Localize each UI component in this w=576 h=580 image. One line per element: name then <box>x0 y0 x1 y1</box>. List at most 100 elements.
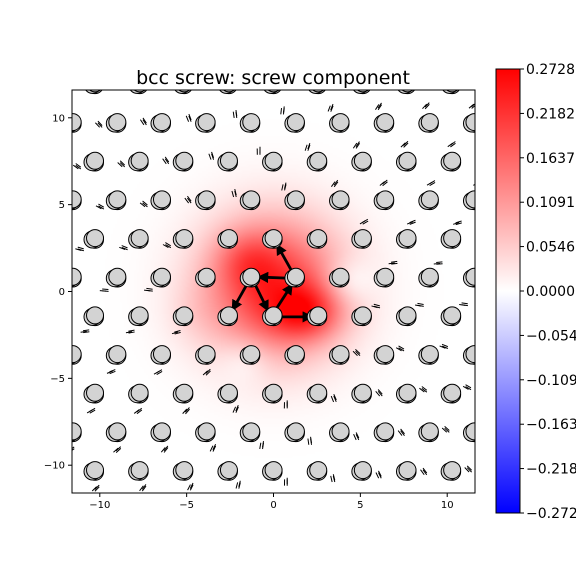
displacement-tick <box>476 181 482 184</box>
atom <box>198 191 215 208</box>
atom <box>354 152 371 169</box>
atom <box>64 346 81 363</box>
atom <box>109 346 126 363</box>
displacement-tick <box>64 371 70 373</box>
atom <box>421 423 438 440</box>
atom <box>466 346 483 363</box>
atom <box>243 268 260 285</box>
atom <box>332 114 349 131</box>
displacement-tick <box>398 511 401 517</box>
x-tick-label: −5 <box>179 500 194 511</box>
atom <box>444 384 461 401</box>
atom <box>330 502 347 519</box>
atom <box>466 268 483 285</box>
atom <box>198 423 215 440</box>
y-tick-label: −10 <box>44 461 65 472</box>
atom <box>466 114 483 131</box>
atom <box>109 500 126 517</box>
displacement-tick <box>76 84 80 89</box>
atom <box>243 346 260 363</box>
colorbar-tick-label: 0.2182 <box>526 106 575 122</box>
displacement-tick <box>100 291 106 292</box>
atom <box>220 462 237 479</box>
atom <box>377 500 394 517</box>
atom <box>131 384 148 401</box>
atom <box>265 152 282 169</box>
atom <box>64 500 81 517</box>
displacement-tick <box>444 65 448 70</box>
colorbar-tick-label: −0.2728 <box>526 506 576 522</box>
atom <box>131 462 148 479</box>
atom <box>377 114 394 131</box>
atom <box>243 191 260 208</box>
atom <box>287 114 304 131</box>
atom <box>265 384 282 401</box>
displacement-tick <box>476 183 482 186</box>
atom <box>354 230 371 247</box>
atom <box>176 307 193 324</box>
atom <box>399 462 416 479</box>
displacement-tick <box>489 425 494 429</box>
displacement-tick <box>53 125 58 129</box>
atom <box>444 75 461 92</box>
atom <box>62 502 79 519</box>
atom <box>332 423 349 440</box>
atom <box>87 75 104 92</box>
atom <box>310 307 327 324</box>
atom <box>332 346 349 363</box>
atom <box>176 230 193 247</box>
displacement-tick <box>52 208 58 211</box>
atom <box>198 268 215 285</box>
atom <box>87 230 104 247</box>
displacement-tick <box>67 448 72 452</box>
y-tick-label: 5 <box>59 200 65 211</box>
displacement-tick <box>447 66 451 71</box>
atom <box>287 268 304 285</box>
atom <box>87 152 104 169</box>
displacement-tick <box>120 523 124 528</box>
atom <box>220 152 237 169</box>
displacement-tick <box>308 517 309 523</box>
atom <box>240 502 257 519</box>
atom <box>399 384 416 401</box>
x-tick-label: −10 <box>89 500 110 511</box>
displacement-tick <box>165 523 168 529</box>
displacement-tick <box>483 345 489 347</box>
atom <box>109 423 126 440</box>
colorbar-tick-label: −0.0546 <box>526 328 576 344</box>
atom <box>354 384 371 401</box>
atom <box>421 346 438 363</box>
atom <box>444 152 461 169</box>
atom <box>466 191 483 208</box>
atom <box>64 191 81 208</box>
displacement-tick <box>73 524 77 529</box>
atom <box>87 462 104 479</box>
displacement-tick <box>356 512 358 518</box>
colorbar-tick-label: 0.2728 <box>526 62 575 78</box>
heatmap <box>72 90 475 493</box>
displacement-tick <box>261 519 262 525</box>
displacement-tick <box>168 522 171 528</box>
colorbar-tick-label: 0.1637 <box>526 151 575 167</box>
atom <box>374 502 391 519</box>
atom <box>332 500 349 517</box>
atom <box>421 191 438 208</box>
plot-area <box>51 64 494 530</box>
atom <box>444 230 461 247</box>
colorbar-tick-label: 0.1091 <box>526 195 575 211</box>
displacement-tick <box>213 522 215 528</box>
atom <box>64 423 81 440</box>
atom <box>87 384 104 401</box>
atom <box>243 500 260 517</box>
atom <box>265 307 282 324</box>
displacement-tick <box>118 524 122 529</box>
y-tick-label: 0 <box>59 287 65 298</box>
displacement-tick <box>121 79 124 84</box>
atom <box>198 500 215 517</box>
displacement-tick <box>486 345 492 347</box>
atom <box>421 500 438 517</box>
displacement-tick <box>486 426 491 430</box>
atom <box>196 502 213 519</box>
